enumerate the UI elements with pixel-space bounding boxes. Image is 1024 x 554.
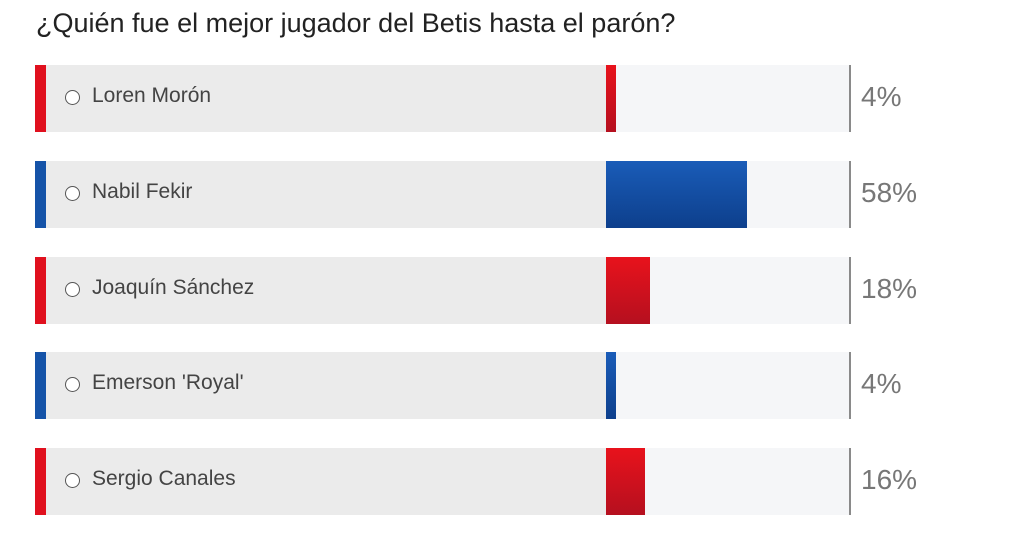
poll-question: ¿Quién fue el mejor jugador del Betis ha… xyxy=(36,8,676,38)
option-label-area: Sergio Canales xyxy=(46,448,606,515)
result-percentage: 4% xyxy=(861,81,902,112)
option-accent-bar xyxy=(35,65,46,132)
result-divider xyxy=(849,257,851,324)
option-label: Sergio Canales xyxy=(92,467,236,490)
radio-button[interactable] xyxy=(65,282,80,297)
result-percentage: 16% xyxy=(861,464,918,495)
option-label-area: Loren Morón xyxy=(46,65,606,132)
result-divider xyxy=(849,65,851,132)
option-accent-bar xyxy=(35,257,46,324)
result-divider xyxy=(849,352,851,419)
poll-option-sergio-canales[interactable]: Sergio Canales 16% xyxy=(35,448,935,515)
result-bar-fill xyxy=(606,257,650,324)
result-bar-fill xyxy=(606,65,616,132)
poll-option-joaquin-sanchez[interactable]: Joaquín Sánchez 18% xyxy=(35,257,935,324)
poll-option-emerson-royal[interactable]: Emerson 'Royal' 4% xyxy=(35,352,935,419)
result-bar-track xyxy=(606,257,849,324)
option-accent-bar xyxy=(35,161,46,228)
result-bar-track xyxy=(606,352,849,419)
result-bar-fill xyxy=(606,161,747,228)
result-divider xyxy=(849,161,851,228)
option-label: Loren Morón xyxy=(92,84,212,107)
result-percentage: 18% xyxy=(861,273,918,304)
option-accent-bar xyxy=(35,448,46,515)
result-bar-track xyxy=(606,161,849,228)
option-label: Joaquín Sánchez xyxy=(92,276,255,299)
result-divider xyxy=(849,448,851,515)
radio-button[interactable] xyxy=(65,473,80,488)
result-bar-fill xyxy=(606,352,616,419)
option-label-area: Joaquín Sánchez xyxy=(46,257,606,324)
option-label-area: Emerson 'Royal' xyxy=(46,352,606,419)
option-accent-bar xyxy=(35,352,46,419)
option-label-area: Nabil Fekir xyxy=(46,161,606,228)
radio-button[interactable] xyxy=(65,90,80,105)
poll-option-loren-moron[interactable]: Loren Morón 4% xyxy=(35,65,935,132)
option-label: Nabil Fekir xyxy=(92,180,193,203)
option-label: Emerson 'Royal' xyxy=(92,371,244,394)
result-bar-track xyxy=(606,65,849,132)
poll-option-nabil-fekir[interactable]: Nabil Fekir 58% xyxy=(35,161,935,228)
radio-button[interactable] xyxy=(65,377,80,392)
radio-button[interactable] xyxy=(65,186,80,201)
result-percentage: 4% xyxy=(861,368,902,399)
result-bar-track xyxy=(606,448,849,515)
result-bar-fill xyxy=(606,448,645,515)
result-percentage: 58% xyxy=(861,177,918,208)
